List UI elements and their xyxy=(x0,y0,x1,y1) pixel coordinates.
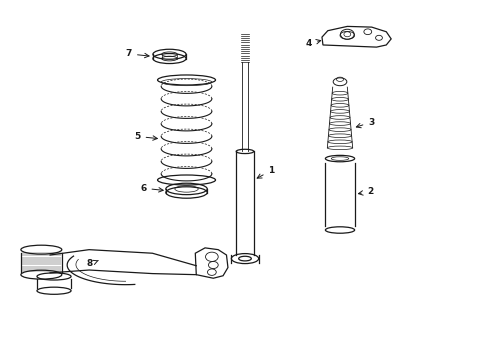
Text: 6: 6 xyxy=(140,184,163,193)
Text: 3: 3 xyxy=(356,118,374,128)
Text: 4: 4 xyxy=(306,39,320,48)
Text: 8: 8 xyxy=(87,260,98,269)
Text: 2: 2 xyxy=(359,187,373,196)
Text: 7: 7 xyxy=(125,49,149,58)
Text: 1: 1 xyxy=(257,166,274,178)
Text: 5: 5 xyxy=(134,132,157,141)
